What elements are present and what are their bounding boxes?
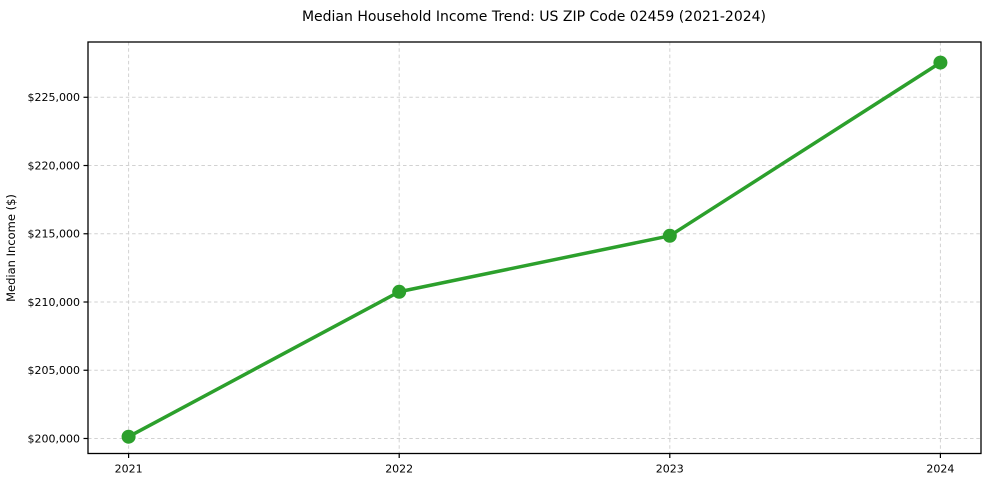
x-tick-label: 2023 (656, 463, 684, 476)
data-point-2024 (933, 55, 948, 70)
y-tick-label: $205,000 (28, 364, 81, 377)
data-point-2023 (662, 228, 677, 243)
x-tick-label: 2022 (385, 463, 413, 476)
y-tick-label: $220,000 (28, 159, 81, 172)
grid-layer (88, 42, 981, 454)
data-series-layer (121, 55, 948, 444)
data-point-2021 (121, 429, 136, 444)
y-tick-label: $215,000 (28, 228, 81, 241)
data-point-2022 (392, 284, 407, 299)
y-tick-label: $225,000 (28, 91, 81, 104)
y-tick-label: $210,000 (28, 296, 81, 309)
axes-layer: $200,000 $205,000 $210,000 $215,000 $220,000… (28, 41, 982, 476)
chart-title: Median Household Income Trend: US ZIP Co… (302, 9, 766, 25)
y-tick-label: $200,000 (28, 432, 81, 445)
x-tick-label: 2021 (115, 463, 143, 476)
income-trend-line (126, 60, 943, 439)
plot-border (87, 41, 982, 455)
x-tick-label: 2024 (926, 463, 954, 476)
y-axis-label: Median Income ($) (4, 194, 18, 302)
